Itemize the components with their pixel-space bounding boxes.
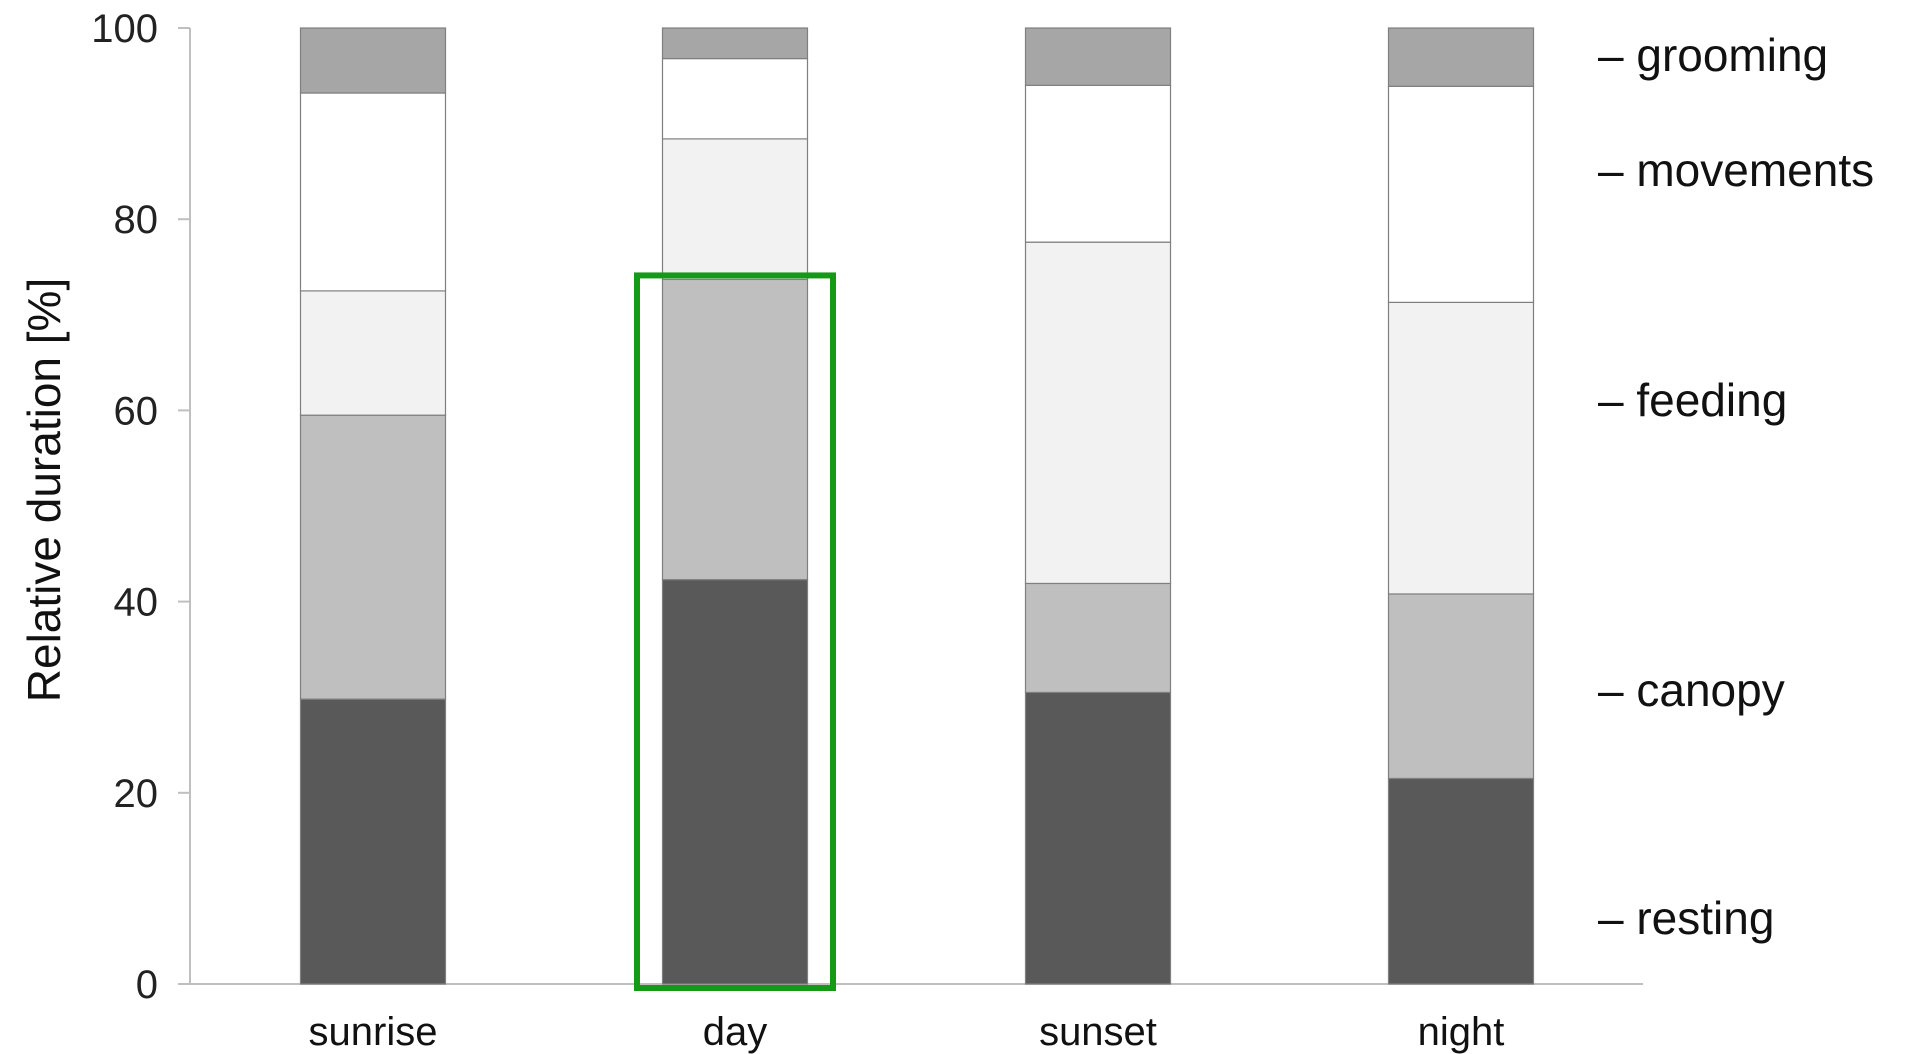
highlight-layer	[634, 272, 836, 992]
y-axis-title: Relative duration [%]	[18, 278, 70, 702]
x-tick-label: day	[703, 1010, 768, 1054]
bar-segment-grooming-sunrise	[299, 27, 447, 94]
bar-segment-canopy-sunrise	[299, 414, 447, 700]
bar-segment-canopy-sunset	[1024, 582, 1172, 694]
bar-segment-resting-sunset	[1024, 691, 1172, 985]
x-tick-label: sunset	[1039, 1010, 1157, 1054]
legend-entry-feeding: – feeding	[1598, 374, 1787, 426]
bar-segment-canopy-day	[661, 278, 809, 581]
legend: – resting – canopy – feeding – movements – g…	[1598, 29, 1874, 944]
y-tick-label: 60	[114, 389, 159, 433]
x-tick-label: sunrise	[309, 1010, 438, 1054]
bar-segment-grooming-sunset	[1024, 27, 1172, 86]
bar-segment-grooming-day	[661, 27, 809, 60]
bar-segment-movements-day	[661, 57, 809, 140]
bar-segment-resting-day	[661, 579, 809, 985]
category-labels: sunrise day sunset night	[309, 1010, 1505, 1054]
bar-segment-feeding-night	[1387, 301, 1535, 595]
y-tick-label: 0	[136, 963, 158, 1007]
y-tick-label: 40	[114, 581, 159, 625]
y-tick-label: 100	[91, 7, 158, 51]
bar-segment-resting-night	[1387, 777, 1535, 985]
bar-segment-resting-sunrise	[299, 698, 447, 985]
y-tick-label: 20	[114, 772, 159, 816]
bar-segment-grooming-night	[1387, 27, 1535, 87]
bar-segment-movements-sunrise	[299, 92, 447, 292]
highlight-box	[634, 272, 836, 992]
y-ticks: 0 20 40 60 80 100	[91, 7, 190, 1007]
bar-segment-feeding-sunset	[1024, 241, 1172, 585]
y-tick-label: 80	[114, 198, 159, 242]
legend-entry-resting: – resting	[1598, 892, 1774, 944]
legend-entry-grooming: – grooming	[1598, 29, 1828, 81]
bar-segment-feeding-sunrise	[299, 290, 447, 416]
bar-segment-movements-sunset	[1024, 84, 1172, 243]
x-tick-label: night	[1418, 1010, 1505, 1054]
bar-segment-feeding-day	[661, 138, 809, 281]
legend-entry-canopy: – canopy	[1598, 664, 1785, 716]
bar-segment-canopy-night	[1387, 593, 1535, 780]
bar-segment-movements-night	[1387, 85, 1535, 303]
legend-entry-movements: – movements	[1598, 144, 1874, 196]
bars	[299, 27, 1535, 985]
